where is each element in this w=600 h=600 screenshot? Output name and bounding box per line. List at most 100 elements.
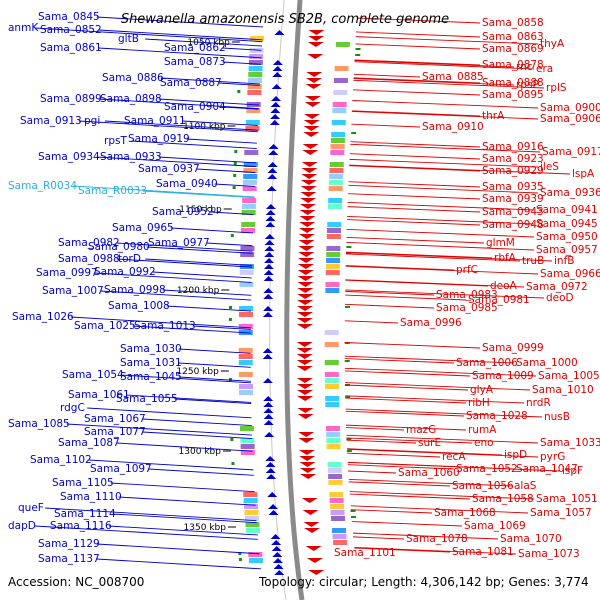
leader-line bbox=[152, 271, 252, 279]
leader-line bbox=[345, 279, 525, 288]
cog-block bbox=[326, 246, 341, 251]
right-gene-label: truB bbox=[522, 255, 544, 267]
gene-arrow-forward bbox=[271, 84, 282, 89]
leader-line bbox=[210, 211, 254, 216]
right-gene-label: eno bbox=[474, 437, 494, 449]
right-gene-label: ispD bbox=[504, 449, 527, 461]
left-gene-label: Sama_0911 bbox=[124, 115, 186, 127]
left-gene-label: Sama_0898 bbox=[100, 93, 162, 105]
gene-arrow-reverse bbox=[299, 468, 316, 473]
cog-block bbox=[332, 534, 347, 539]
gene-arrow-reverse bbox=[296, 378, 313, 383]
gene-arrow-reverse bbox=[298, 234, 315, 239]
gene-arrow-reverse bbox=[298, 246, 315, 251]
tick-label: 1300 kbp bbox=[179, 447, 222, 457]
cog-block bbox=[245, 120, 260, 125]
right-gene-label: Sama_1056 bbox=[452, 480, 514, 492]
gene-arrow-forward bbox=[270, 534, 281, 539]
cog-block bbox=[333, 540, 348, 545]
leader-line bbox=[104, 120, 258, 131]
right-gene-label: Sama_0869 bbox=[482, 43, 544, 55]
right-gene-label: rplS bbox=[546, 82, 567, 94]
track-dot bbox=[350, 510, 356, 512]
cog-block bbox=[334, 66, 349, 71]
leader-line bbox=[353, 89, 481, 96]
track-dot bbox=[230, 438, 234, 441]
cog-block bbox=[239, 426, 254, 431]
gene-arrow-forward bbox=[272, 72, 283, 77]
gene-arrow-reverse bbox=[305, 78, 322, 83]
leader-line bbox=[345, 397, 467, 404]
right-gene-label: Sama_1009 bbox=[472, 370, 534, 382]
leader-line bbox=[354, 60, 515, 68]
right-gene-label: Sama_1060 bbox=[398, 467, 460, 479]
gene-arrow-forward bbox=[262, 354, 273, 359]
gene-arrow-reverse bbox=[304, 102, 321, 107]
cog-block bbox=[242, 180, 257, 185]
right-gene-label: Sama_1101 bbox=[334, 547, 396, 559]
cog-block bbox=[324, 360, 339, 365]
leader-line bbox=[353, 78, 515, 86]
gene-arrow-reverse bbox=[296, 366, 313, 371]
right-gene-label: Sama_1073 bbox=[518, 548, 580, 560]
gene-arrow-forward bbox=[267, 162, 278, 167]
gene-arrow-forward bbox=[263, 414, 274, 419]
gene-arrow-reverse bbox=[298, 240, 315, 245]
leader-line bbox=[170, 227, 254, 234]
leader-line bbox=[222, 47, 262, 51]
leader-line bbox=[196, 168, 256, 173]
leader-line bbox=[174, 398, 252, 405]
left-gene-label: Sama_0845 bbox=[38, 11, 100, 23]
gene-arrow-reverse bbox=[308, 36, 325, 41]
leader-line bbox=[353, 77, 481, 84]
gene-arrow-reverse bbox=[301, 174, 318, 179]
leader-line bbox=[110, 482, 255, 493]
left-gene-label: Sama_0886 bbox=[102, 72, 164, 84]
leader-line bbox=[178, 348, 251, 354]
cog-block bbox=[324, 330, 339, 335]
cog-block bbox=[326, 444, 341, 449]
leader-line bbox=[72, 185, 255, 198]
leader-line bbox=[158, 98, 259, 106]
leader-line bbox=[347, 452, 441, 458]
cog-block bbox=[331, 132, 346, 137]
cog-block bbox=[326, 438, 341, 443]
cog-block bbox=[240, 450, 255, 455]
left-gene-label: Sama_1085 bbox=[8, 418, 70, 430]
cog-block bbox=[325, 264, 340, 269]
gene-arrow-reverse bbox=[303, 132, 320, 137]
leader-line bbox=[346, 241, 535, 251]
right-gene-label: Sama_0878 bbox=[482, 59, 544, 71]
cog-block bbox=[239, 390, 254, 395]
gene-arrow-reverse bbox=[297, 276, 314, 281]
right-gene-label: Sama_0888 bbox=[482, 77, 544, 89]
left-gene-label: queF bbox=[18, 502, 44, 514]
gene-arrow-reverse bbox=[299, 216, 316, 221]
right-gene-label: Sama_0910 bbox=[422, 121, 484, 133]
cog-block bbox=[327, 468, 342, 473]
left-gene-label: Sama_0998 bbox=[104, 284, 166, 296]
left-gene-label: Sama_1013 bbox=[134, 320, 196, 332]
right-gene-label: Sama_0906 bbox=[540, 113, 600, 125]
leader-line bbox=[116, 442, 253, 452]
leader-line bbox=[96, 16, 264, 28]
right-gene-label: deoD bbox=[546, 292, 574, 304]
left-gene-label: gltB bbox=[118, 33, 139, 45]
left-gene-label: Sama_0988 bbox=[58, 253, 120, 265]
gene-arrow-forward bbox=[268, 510, 279, 515]
leader-line bbox=[350, 505, 529, 514]
leader-line bbox=[345, 294, 467, 301]
cog-block bbox=[240, 438, 255, 443]
leader-line bbox=[148, 468, 254, 476]
leader-line bbox=[178, 362, 251, 368]
right-gene-label: Sama_0999 bbox=[482, 342, 544, 354]
gene-arrow-reverse bbox=[299, 456, 316, 461]
leader-line bbox=[350, 509, 433, 514]
right-gene-label: Sama_1052 bbox=[456, 463, 518, 475]
leader-line bbox=[345, 408, 543, 418]
right-gene-label: Sama_1005 bbox=[538, 370, 600, 382]
leader-line bbox=[352, 536, 405, 540]
cog-block bbox=[329, 174, 344, 179]
cog-block bbox=[326, 252, 341, 257]
